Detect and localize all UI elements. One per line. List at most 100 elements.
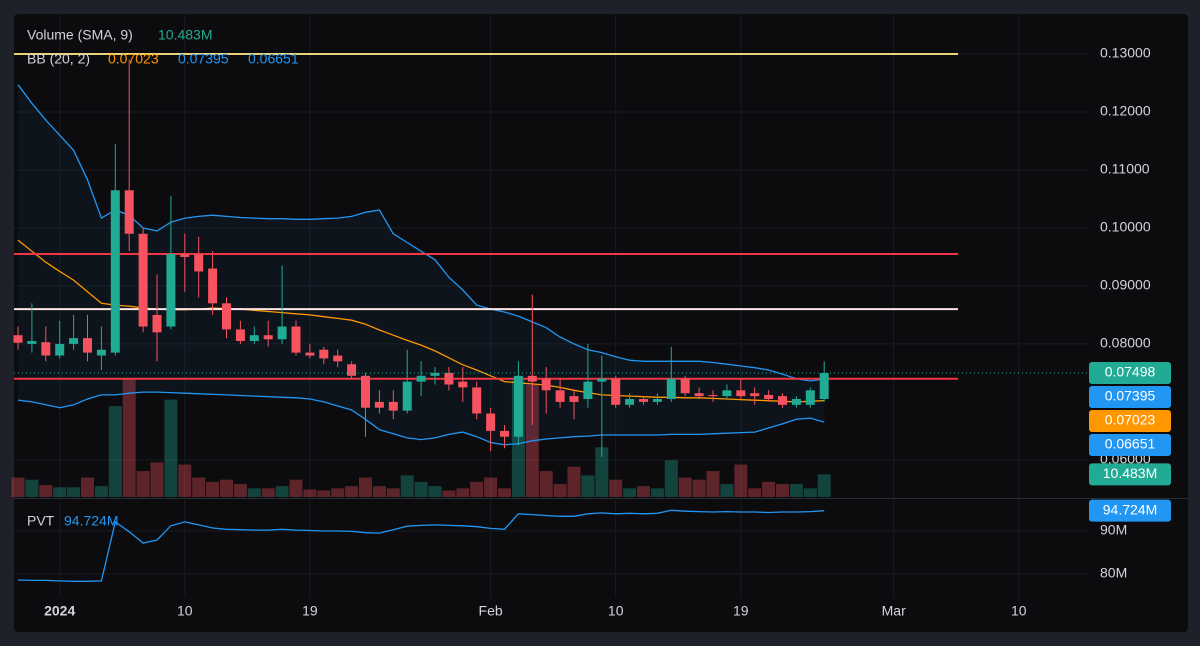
pvt-line <box>17 509 825 582</box>
candle-body <box>388 401 398 411</box>
candle-body <box>96 349 106 356</box>
volume-bar <box>220 479 233 497</box>
y2-tick-label: 90M <box>1100 522 1127 538</box>
candle-body <box>83 338 92 353</box>
x-tick-label: 2024 <box>44 603 75 619</box>
candle-body <box>764 394 774 400</box>
volume-title: Volume (SMA, 9) <box>27 27 133 43</box>
volume-badge-bg <box>1089 463 1171 486</box>
volume-bar <box>372 486 386 497</box>
candle-body <box>778 396 787 405</box>
volume-bar <box>539 471 553 497</box>
volume-bar <box>81 477 94 497</box>
y-tick-label: 0.10000 <box>1100 219 1151 235</box>
volume-bar <box>720 484 734 497</box>
candle-body <box>680 378 690 394</box>
x-tick-label: 19 <box>733 603 749 619</box>
bb-basis-value: 0.07023 <box>108 51 159 67</box>
last-price-badge: 0.07498 <box>1105 364 1156 380</box>
volume-value: 10.483M <box>158 27 212 43</box>
volume-bar <box>595 447 609 497</box>
volume-bar <box>470 481 484 497</box>
volume-bar <box>39 485 53 497</box>
bb-title: BB (20, 2) <box>27 51 90 67</box>
volume-bar <box>67 487 81 497</box>
volume-bar <box>748 488 762 497</box>
x-tick-label: 19 <box>302 603 318 619</box>
volume-bar <box>650 488 664 497</box>
candle-body <box>416 375 426 382</box>
volume-bar <box>734 464 748 497</box>
candle-body <box>208 268 218 304</box>
volume-bar <box>206 481 220 497</box>
volume-bar <box>386 488 400 497</box>
candle-body <box>166 254 176 327</box>
candle-body <box>652 399 662 402</box>
y-tick-label: 0.08000 <box>1100 335 1151 351</box>
volume-bar <box>692 479 706 497</box>
y2-tick-label: 80M <box>1100 565 1127 581</box>
candle-body <box>305 352 315 356</box>
volume-bar <box>414 481 428 497</box>
volume-bar <box>150 462 164 497</box>
volume-bar <box>581 475 595 497</box>
pvt-badge: 94.724M <box>1103 501 1157 517</box>
volume-bar <box>664 460 678 497</box>
volume-bar <box>776 484 789 497</box>
candle-body <box>152 314 162 333</box>
candle-body <box>444 372 454 385</box>
bb-upper <box>17 84 825 382</box>
bb-lower-badge-bg <box>1089 434 1171 457</box>
candle-body <box>374 401 384 408</box>
volume-bar <box>484 477 498 497</box>
candle-body <box>180 254 190 257</box>
volume-bar <box>136 471 150 497</box>
volume-bar <box>803 488 817 497</box>
candle-body <box>402 381 412 411</box>
bb-lower-badge: 0.06651 <box>1105 436 1156 452</box>
candle-body <box>541 378 551 391</box>
candle-body <box>27 341 37 344</box>
volume-bar <box>164 399 178 497</box>
bb-lower <box>17 391 825 446</box>
volume-bar <box>637 486 650 497</box>
candle-body <box>319 349 329 359</box>
volume-bar <box>233 484 247 497</box>
candle-body <box>277 326 287 340</box>
volume-bar <box>317 490 331 497</box>
candle-body <box>194 254 204 272</box>
candle-body <box>527 375 537 382</box>
volume-bar <box>303 489 317 497</box>
candle-body <box>430 372 440 376</box>
volume-bar <box>359 477 372 497</box>
candle-body <box>249 335 259 342</box>
plot <box>11 14 1088 597</box>
volume-bar <box>706 471 720 497</box>
x-tick-label: Mar <box>882 603 906 619</box>
last-price-badge-bg <box>1089 362 1171 385</box>
pvt-title: PVT <box>27 513 55 529</box>
candle-body <box>513 375 523 437</box>
candle-body <box>458 381 468 388</box>
volume-bar <box>345 486 359 497</box>
volume-bar <box>25 479 39 497</box>
candle-body <box>666 378 676 400</box>
pvt-badge-bg <box>1089 499 1171 522</box>
y-tick-label: 0.09000 <box>1100 277 1151 293</box>
volume-bar <box>442 490 456 497</box>
candle-body <box>500 430 509 437</box>
bb-upper-badge: 0.07395 <box>1105 388 1156 404</box>
candle-body <box>347 364 357 376</box>
candle-body <box>486 413 496 431</box>
candle-body <box>569 396 579 402</box>
bb-upper-value: 0.07395 <box>178 51 229 67</box>
bb-fill <box>18 84 825 445</box>
volume-bar <box>178 464 192 497</box>
x-tick-label: 10 <box>177 603 193 619</box>
volume-bar <box>623 488 637 497</box>
candle-body <box>583 381 593 400</box>
volume-bar <box>789 484 803 497</box>
x-tick-label: Feb <box>479 603 503 619</box>
